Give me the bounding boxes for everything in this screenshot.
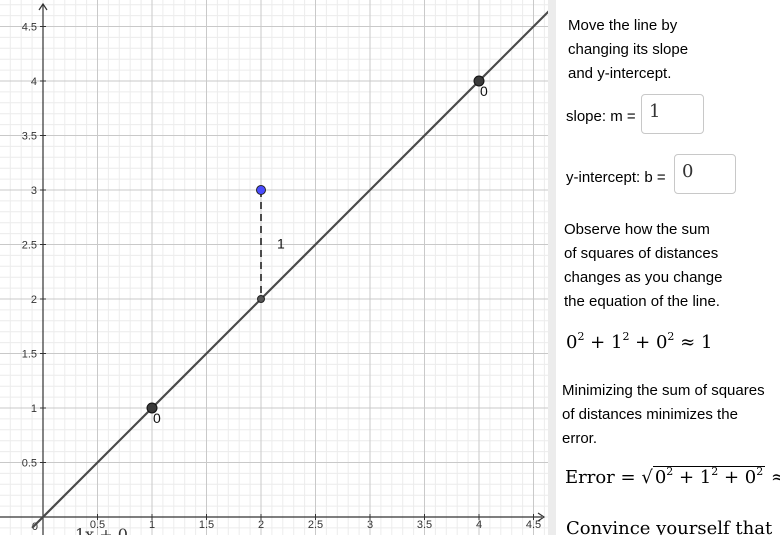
x-tick-label: 2 [258,519,264,531]
sum-term-1: 0 [566,332,578,353]
sqrt-icon: √ [641,467,653,488]
intro-line-1: Move the line by [568,17,678,34]
axes [0,2,546,535]
projection-point[interactable] [257,295,265,303]
intro-text: Move the line by changing its slope and … [568,14,688,86]
x-tick-label: 4.5 [526,519,541,531]
residual-label: 0 [480,83,488,99]
y-tick-label: 0.5 [22,458,37,470]
line-equation-label: 1x + 0 [75,525,128,535]
residual-label: 0 [153,410,161,426]
data-point[interactable] [473,75,485,87]
intro-line-3: and y-intercept. [568,65,672,82]
tick-labels: 0.5 1 1.5 2 2.5 3 3.5 4 4.5 0.5 1 1.5 2 2.5 3 3.5 4 4.5 0 [22,22,541,534]
algebra-panel: Move the line by changing its slope and … [556,0,780,535]
plot-objects[interactable]: 1x + 0 1 0 0 [31,3,557,540]
sum-result: 1 [700,332,713,353]
data-point[interactable] [146,402,158,414]
grid-major [0,0,548,535]
observe-text: Observe how the sum of squares of distan… [564,218,722,314]
sum-of-squares-formula: 02 + 12 + 02 ≈ 1 [566,330,713,353]
residual-label: 1 [277,236,285,252]
sum-term-2: 1 [610,332,623,353]
graph-view[interactable]: 0.5 1 1.5 2 2.5 3 3.5 4 4.5 0.5 1 1.5 2 2.5 3 3.5 4 4.5 0 … [0,0,557,540]
minimize-text: Minimizing the sum of squares of distanc… [562,379,765,451]
x-tick-label: 3 [367,519,373,531]
regression-line[interactable] [31,3,557,529]
y-tick-label: 3.5 [22,131,37,143]
y-tick-label: 4 [31,76,37,88]
error-label: Error [565,467,615,488]
intercept-input[interactable]: 0 [674,154,736,194]
intercept-label: y-intercept: b = [566,169,666,186]
x-tick-label: 4 [476,519,482,531]
error-term-1: 0 [654,467,667,488]
observe-line-4: the equation of the line. [564,293,720,310]
origin-label: 0 [32,521,38,533]
graph-canvas[interactable]: 0.5 1 1.5 2 2.5 3 3.5 4 4.50.511.522.533.544.50 … [0,0,557,540]
slope-input[interactable]: 1 [641,94,704,134]
x-axis-arrow-icon [537,512,546,522]
y-tick-label: 1 [31,403,37,415]
x-tick-label: 2.5 [308,519,323,531]
slope-label: slope: m = [566,108,636,125]
outlier-point[interactable] [256,185,266,195]
panel-divider[interactable] [548,0,556,535]
y-tick-label: 3 [31,185,37,197]
error-term-3: 0 [744,467,757,488]
cutoff-text: Convince yourself that [566,518,773,535]
observe-line-2: of squares of distances [564,245,719,262]
sqrt-expression: √ 02 + 12 + 02 [641,465,766,488]
error-formula: Error = √ 02 + 12 + 02 ≈ [565,465,780,488]
sum-term-3: 0 [655,332,668,353]
y-tick-label: 1.5 [22,349,37,361]
error-term-2: 1 [699,467,712,488]
minimize-line-3: error. [562,430,598,447]
minimize-line-1: Minimizing the sum of squares [562,382,765,399]
x-tick-label: 3.5 [417,519,432,531]
y-axis-arrow-icon [38,2,48,11]
x-tick-label: 0.5 [90,519,105,531]
intro-line-2: changing its slope [568,41,689,58]
minimize-line-2: of distances minimizes the [562,406,738,423]
y-tick-label: 2.5 [22,240,37,252]
y-tick-label: 2 [31,294,37,306]
x-tick-label: 1.5 [199,519,214,531]
x-tick-label: 1 [149,519,155,531]
grid-minor [0,0,548,535]
y-tick-label: 4.5 [22,22,37,34]
observe-line-1: Observe how the sum [564,221,710,238]
observe-line-3: changes as you change [564,269,723,286]
